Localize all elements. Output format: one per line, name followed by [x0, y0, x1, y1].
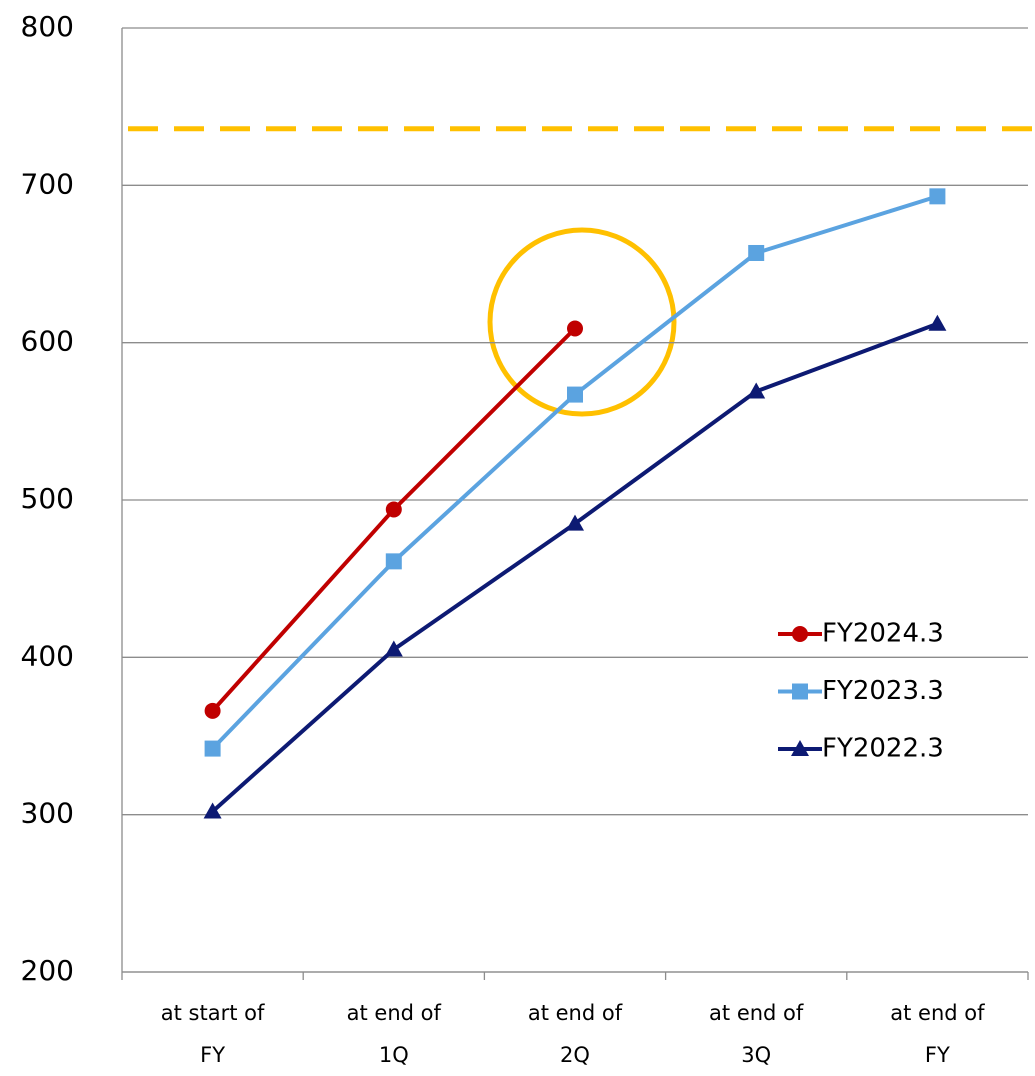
series	[204, 320, 583, 719]
point	[792, 683, 808, 700]
point	[204, 702, 221, 719]
y-tick-label: 400	[21, 639, 74, 672]
point	[203, 802, 222, 819]
y-tick-label: 600	[21, 325, 74, 358]
point	[204, 740, 221, 757]
point	[792, 626, 808, 642]
x-tick-label: at start of FY	[160, 1001, 265, 1067]
y-tick-label: 800	[21, 10, 74, 43]
point	[748, 244, 765, 261]
y-tick-label: 200	[21, 954, 74, 987]
legend-label: FY2023.3	[822, 676, 944, 706]
point	[567, 320, 583, 337]
point	[791, 740, 809, 756]
point	[385, 501, 402, 518]
point	[385, 553, 402, 570]
point	[384, 640, 403, 657]
highlight-circle	[487, 227, 677, 417]
series-line	[211, 194, 938, 750]
y-tick-label: 700	[21, 167, 74, 200]
legend-label: FY2022.3	[822, 734, 944, 764]
point	[567, 386, 583, 403]
point	[929, 188, 946, 205]
point	[928, 314, 947, 331]
x-tick-label: at end of 1Q	[346, 1001, 441, 1067]
point	[566, 514, 584, 531]
series	[204, 188, 946, 757]
y-tick-label: 300	[21, 797, 74, 830]
legend-label: FY2024.3	[822, 619, 944, 649]
x-tick-label: at end of FY	[890, 1001, 985, 1067]
y-tick-label: 500	[21, 482, 74, 515]
series	[203, 314, 947, 819]
x-tick-label: at end of 2Q	[527, 1001, 623, 1067]
x-tick-label: at end of 3Q	[709, 1001, 804, 1067]
point	[747, 382, 766, 399]
